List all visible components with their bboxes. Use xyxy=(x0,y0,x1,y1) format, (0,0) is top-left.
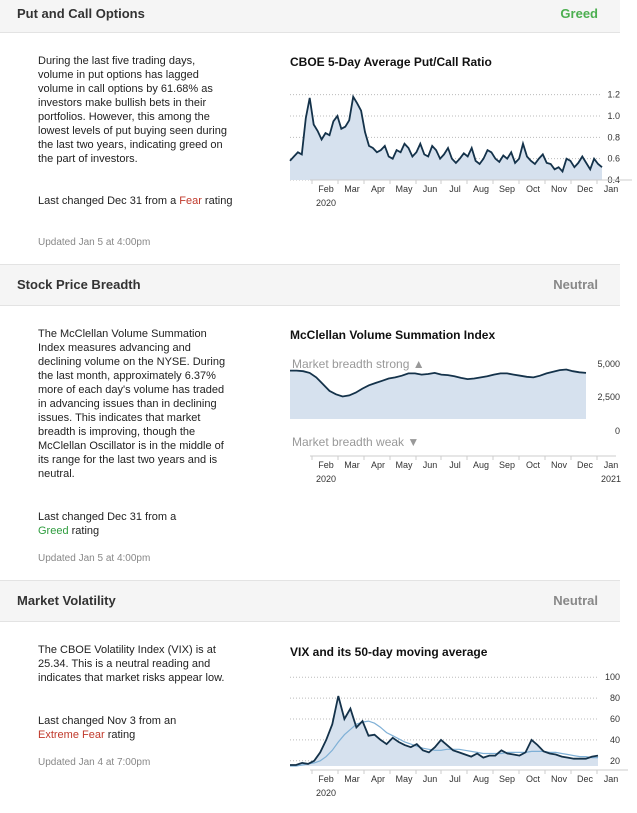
y-tick-label: 2,500 xyxy=(597,392,620,402)
x-tick-label: Oct xyxy=(526,460,541,470)
x-tick-label: Apr xyxy=(371,774,385,784)
x-tick-label: Sep xyxy=(499,460,515,470)
series-line xyxy=(290,368,587,398)
section-title: Put and Call Options xyxy=(17,6,145,21)
y-tick-label: 20 xyxy=(610,756,620,766)
x-tick-label: Nov xyxy=(551,460,568,470)
x-tick-label: Oct xyxy=(526,184,541,194)
changed-prefix: Last changed Nov 3 from an xyxy=(38,715,177,727)
changed-suffix: rating xyxy=(201,195,233,207)
changed-rating: Fear xyxy=(179,195,202,207)
y-tick-label: 1.0 xyxy=(607,111,620,121)
section-title: Stock Price Breadth xyxy=(17,277,141,292)
section-header-volatility: Market Volatility Neutral xyxy=(0,580,620,622)
changed-rating: Greed xyxy=(38,525,69,537)
x-year-label: 2020 xyxy=(316,198,336,208)
x-tick-label: Apr xyxy=(371,460,385,470)
status-badge: Neutral xyxy=(553,277,598,292)
last-changed-text: Last changed Dec 31 from a Greed rating xyxy=(38,510,238,538)
chart-title: VIX and its 50-day moving average xyxy=(290,645,488,659)
status-badge: Neutral xyxy=(553,593,598,608)
y-tick-label: 60 xyxy=(610,714,620,724)
updated-timestamp: Updated Jan 4 at 7:00pm xyxy=(38,757,151,768)
x-tick-label: Jun xyxy=(423,460,438,470)
y-tick-label: 80 xyxy=(610,693,620,703)
x-tick-label: May xyxy=(395,774,413,784)
x-tick-label: Apr xyxy=(371,184,385,194)
x-tick-label: Oct xyxy=(526,774,541,784)
x-tick-label: Jan xyxy=(604,184,619,194)
x-tick-label: Aug xyxy=(473,460,489,470)
x-tick-label: Feb xyxy=(318,460,334,470)
x-tick-label: May xyxy=(395,184,413,194)
x-tick-label: Mar xyxy=(344,460,360,470)
y-tick-label: 40 xyxy=(610,735,620,745)
description-text: The CBOE Volatility Index (VIX) is at 25… xyxy=(38,644,225,684)
mcclellan-chart: 5,000 2,500 0 Market breadth strong ▲ Market… xyxy=(290,357,621,484)
description-text: The McClellan Volume Summation Index mea… xyxy=(38,328,226,480)
x-tick-label: Mar xyxy=(344,184,360,194)
x-tick-label: Dec xyxy=(577,774,594,784)
changed-prefix: Last changed Dec 31 from a xyxy=(38,195,180,207)
area-fill xyxy=(290,696,598,766)
x-year-label: 2020 xyxy=(316,788,336,798)
y-tick-label: 0.8 xyxy=(607,132,620,142)
updated-timestamp: Updated Jan 5 at 4:00pm xyxy=(38,553,151,564)
x-tick-label: Dec xyxy=(577,184,594,194)
x-tick-label: Sep xyxy=(499,774,515,784)
y-tick-label: 100 xyxy=(605,672,620,682)
chart-title: McClellan Volume Summation Index xyxy=(290,328,496,342)
chart-title: CBOE 5-Day Average Put/Call Ratio xyxy=(290,55,492,69)
x-tick-label: Nov xyxy=(551,184,568,194)
y-tick-label: 5,000 xyxy=(597,359,620,369)
last-changed-text: Last changed Dec 31 from a Fear rating xyxy=(38,194,238,208)
x-tick-label: Jun xyxy=(423,184,438,194)
area-fill xyxy=(290,369,586,419)
changed-rating: Extreme Fear xyxy=(38,729,105,741)
changed-suffix: rating xyxy=(104,729,136,741)
x-tick-label: Jul xyxy=(449,184,461,194)
vix-chart: 100 80 60 40 20 Feb Mar Apr May Jun Jul Aug Sep Oct No… xyxy=(290,672,628,798)
area-fill xyxy=(290,96,602,180)
x-tick-label: Mar xyxy=(344,774,360,784)
x-year-label: 2020 xyxy=(316,474,336,484)
changed-suffix: rating xyxy=(68,525,100,537)
x-tick-label: Jul xyxy=(449,774,461,784)
x-tick-label: Aug xyxy=(473,774,489,784)
x-tick-label: Dec xyxy=(577,460,594,470)
last-changed-text: Last changed Nov 3 from an Extreme Fear … xyxy=(38,714,238,742)
section-header-put-call: Put and Call Options Greed xyxy=(0,0,620,33)
x-tick-label: Jan xyxy=(604,774,619,784)
vix-line xyxy=(290,695,599,766)
x-tick-label: Nov xyxy=(551,774,568,784)
changed-prefix: Last changed Dec 31 from a xyxy=(38,511,177,523)
breadth-strong-note: Market breadth strong ▲ xyxy=(292,357,425,371)
x-tick-label: Jul xyxy=(449,460,461,470)
x-tick-label: Sep xyxy=(499,184,515,194)
x-tick-label: Jun xyxy=(423,774,438,784)
section-header-breadth: Stock Price Breadth Neutral xyxy=(0,264,620,306)
y-tick-label: 0.6 xyxy=(607,154,620,164)
x-tick-label: Aug xyxy=(473,184,489,194)
breadth-weak-note: Market breadth weak ▼ xyxy=(292,435,419,449)
x-tick-label: May xyxy=(395,460,413,470)
y-tick-label: 1.2 xyxy=(607,90,620,100)
x-year-label-end: 2021 xyxy=(601,474,621,484)
y-tick-label: 0 xyxy=(615,426,620,436)
status-badge: Greed xyxy=(560,6,598,21)
x-tick-label: Jan xyxy=(604,460,619,470)
x-tick-label: Feb xyxy=(318,774,334,784)
series-line xyxy=(289,94,603,174)
x-tick-label: Feb xyxy=(318,184,334,194)
updated-timestamp: Updated Jan 5 at 4:00pm xyxy=(38,237,151,248)
description-text: During the last five trading days, volum… xyxy=(38,55,227,165)
section-title: Market Volatility xyxy=(17,593,116,608)
